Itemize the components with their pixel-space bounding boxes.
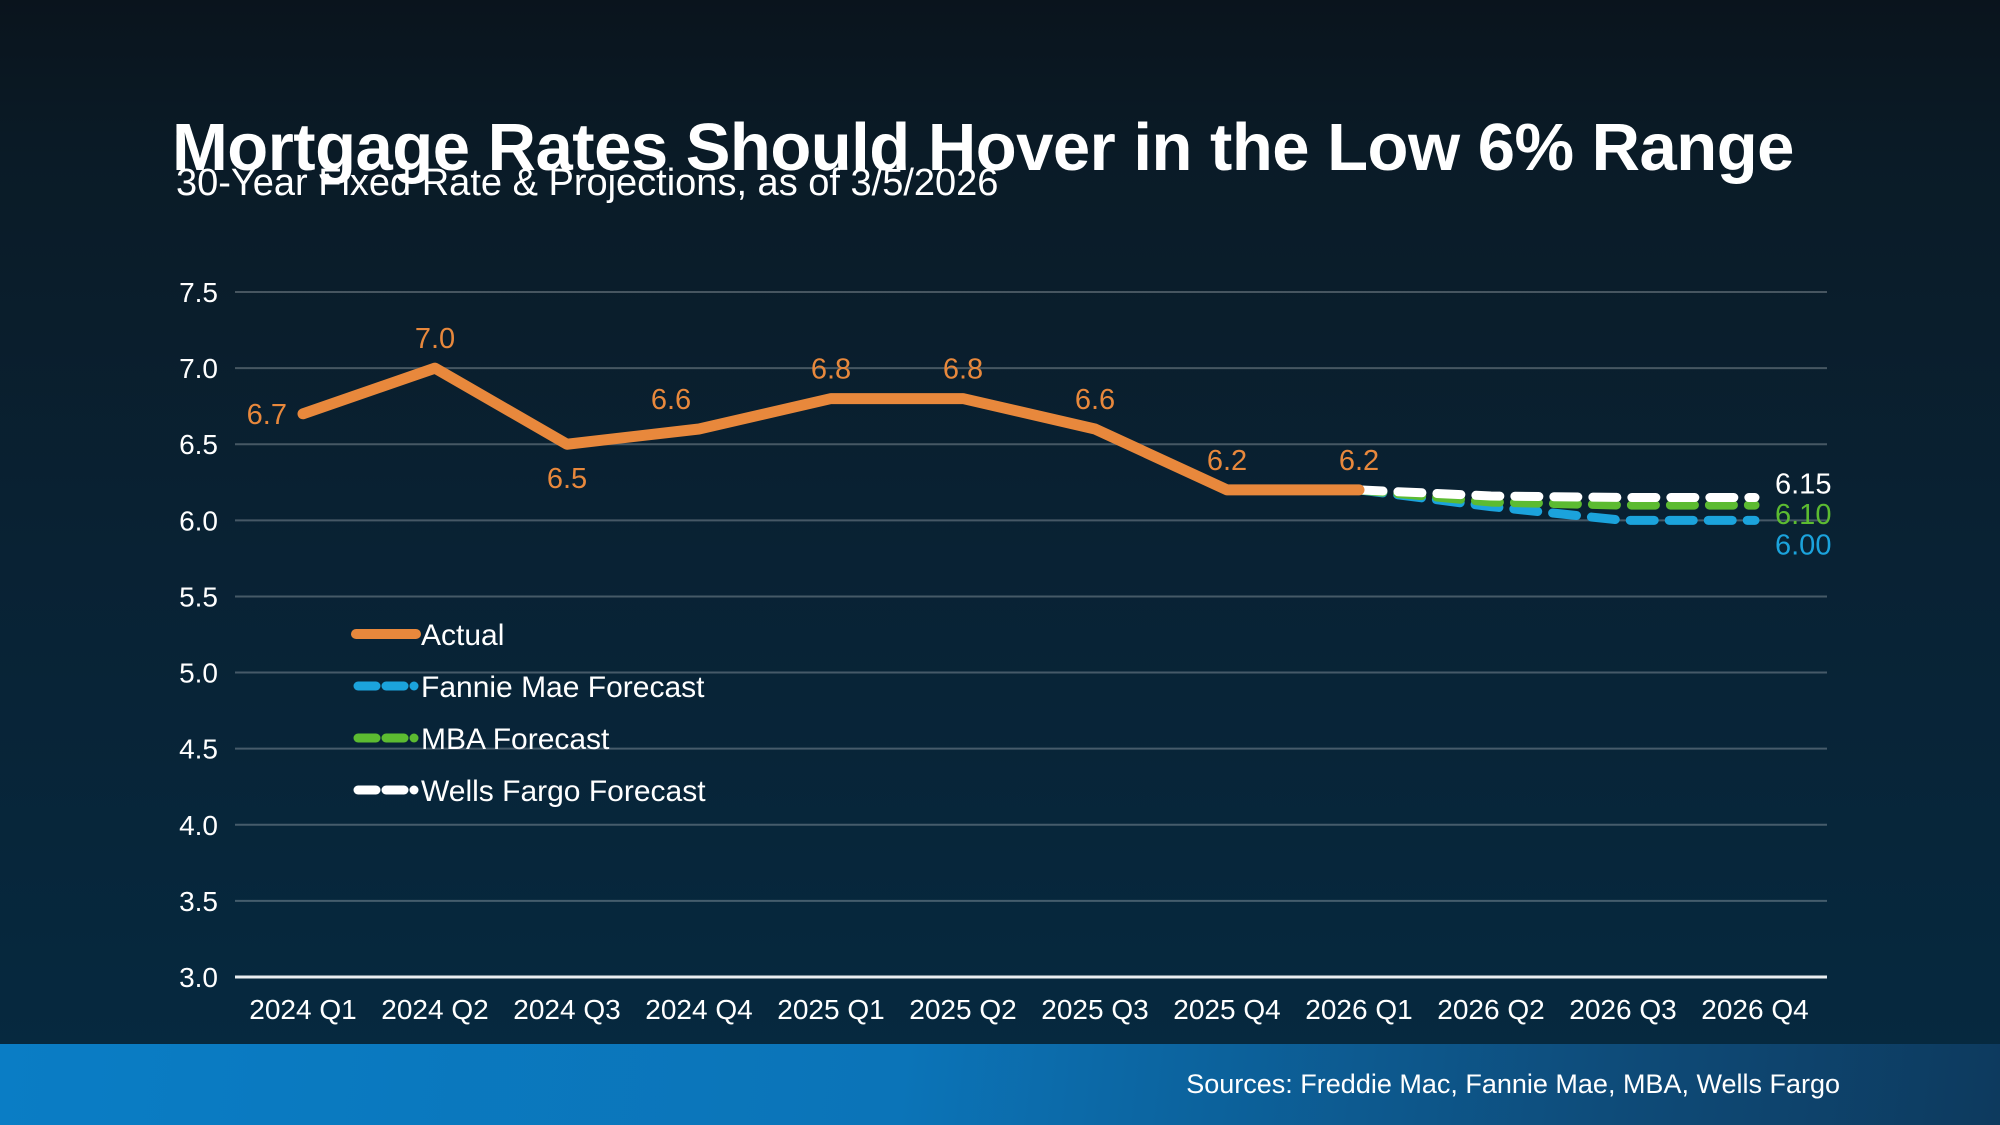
legend-swatch-dot [409,785,419,795]
legend: Actual Fannie Mae Forecast MBA Forecast Wel… [351,619,706,808]
series-wells-fargo-forecast: 6.15 [1354,469,1831,503]
y-tick-label: 3.5 [179,886,218,917]
legend-label: MBA Forecast [421,723,610,756]
y-tick-label: 6.0 [179,505,218,536]
end-label-wells-fargo-forecast: 6.15 [1775,469,1831,501]
x-tick-label: 2024 Q3 [513,994,620,1025]
data-label: 6.2 [1207,445,1247,477]
data-label: 6.8 [943,354,983,386]
data-label: 6.2 [1339,445,1379,477]
data-label: 6.6 [1075,384,1115,416]
y-tick-label: 5.0 [179,658,218,689]
x-tick-label: 2026 Q2 [1437,994,1544,1025]
series-line-actual [297,362,1365,496]
legend-item-actual: Actual [351,619,504,652]
series-line-wells-fargo-forecast [1354,485,1760,503]
x-tick-label: 2026 Q1 [1305,994,1412,1025]
x-tick-label: 2025 Q2 [909,994,1016,1025]
x-tick-label: 2024 Q4 [645,994,752,1025]
end-label-fannie-mae-forecast: 6.00 [1775,529,1831,561]
data-label: 6.6 [651,384,691,416]
data-label: 6.7 [247,399,287,431]
gridlines [235,291,1827,979]
end-label-mba-forecast: 6.10 [1775,499,1831,531]
x-tick-label: 2024 Q2 [381,994,488,1025]
series-actual-labels: 6.7 7.0 6.5 6.6 6.8 6.8 6.6 6.2 6.2 [247,323,1379,495]
data-label: 6.8 [811,354,851,386]
legend-swatch-dot [409,733,419,743]
legend-swatch-dot [409,681,419,691]
y-tick-label: 4.0 [179,810,218,841]
x-tick-label: 2025 Q3 [1041,994,1148,1025]
x-axis-tick-labels: 2024 Q1 2024 Q2 2024 Q3 2024 Q4 2025 Q1 2025 … [249,994,1808,1025]
page-title: Mortgage Rates Should Hover in the Low 6… [172,109,1794,185]
legend-item-mba-forecast: MBA Forecast [353,723,610,756]
x-tick-label: 2025 Q4 [1173,994,1280,1025]
legend-label: Fannie Mae Forecast [421,671,705,704]
y-tick-label: 4.5 [179,734,218,765]
x-tick-label: 2026 Q3 [1569,994,1676,1025]
y-tick-label: 7.0 [179,353,218,384]
y-tick-label: 3.0 [179,962,218,993]
data-label: 7.0 [415,323,455,355]
y-axis-tick-labels: 3.0 3.5 4.0 4.5 5.0 5.5 6.0 6.5 7.0 7.5 [179,277,218,993]
y-tick-label: 5.5 [179,581,218,612]
series-actual [297,362,1365,496]
data-label: 6.5 [547,463,587,495]
legend-item-fannie-mae-forecast: Fannie Mae Forecast [353,671,705,704]
page-subtitle: 30-Year Fixed Rate & Projections, as of … [176,162,999,204]
x-tick-label: 2024 Q1 [249,994,356,1025]
x-tick-label: 2026 Q4 [1701,994,1808,1025]
y-tick-label: 6.5 [179,429,218,460]
sources-text: Sources: Freddie Mac, Fannie Mae, MBA, W… [1186,1069,1840,1099]
y-tick-label: 7.5 [179,277,218,308]
legend-label: Wells Fargo Forecast [421,775,706,808]
legend-item-wells-fargo-forecast: Wells Fargo Forecast [353,775,706,808]
x-tick-label: 2025 Q1 [777,994,884,1025]
legend-label: Actual [421,619,504,652]
footer-band: Sources: Freddie Mac, Fannie Mae, MBA, W… [0,1044,2000,1125]
